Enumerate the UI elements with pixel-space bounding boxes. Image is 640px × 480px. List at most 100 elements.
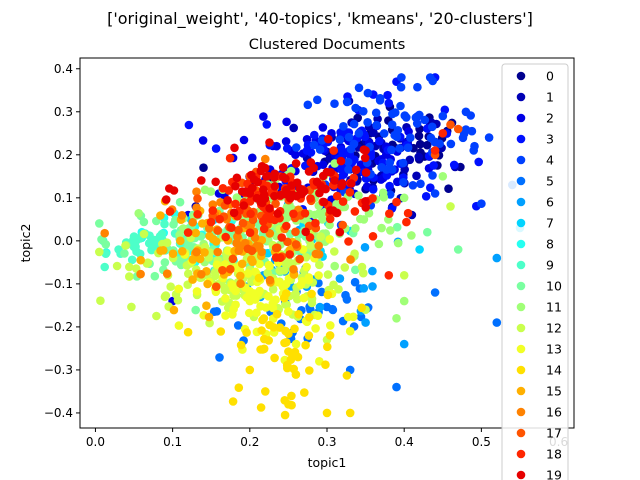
- data-point: [160, 292, 170, 302]
- data-point: [127, 255, 137, 265]
- legend-marker: [516, 260, 526, 270]
- data-point: [307, 289, 316, 299]
- data-point: [220, 283, 229, 293]
- data-point: [236, 279, 245, 289]
- data-point: [428, 171, 437, 180]
- data-point: [349, 119, 359, 129]
- data-point: [223, 196, 232, 205]
- series-4: [292, 73, 494, 230]
- data-point: [403, 208, 413, 218]
- data-point: [239, 135, 249, 145]
- data-point: [165, 207, 175, 216]
- data-point: [336, 145, 346, 154]
- data-point: [335, 274, 345, 283]
- data-point: [281, 258, 290, 268]
- data-point: [351, 165, 361, 175]
- data-point: [407, 231, 416, 240]
- data-point: [134, 209, 143, 218]
- data-point: [342, 97, 352, 107]
- data-point: [125, 272, 134, 281]
- data-point: [438, 129, 448, 138]
- data-point: [303, 100, 313, 110]
- data-point: [280, 410, 290, 420]
- series-19: [161, 134, 371, 237]
- data-point: [285, 194, 295, 203]
- legend-marker: [516, 239, 526, 249]
- data-point: [131, 242, 140, 251]
- data-point: [247, 170, 256, 180]
- data-point: [353, 113, 363, 123]
- data-point: [406, 133, 415, 142]
- data-point: [275, 278, 284, 287]
- data-point: [492, 253, 502, 263]
- data-point: [245, 197, 255, 206]
- data-point: [231, 300, 240, 310]
- y-tick-label: 0.2: [54, 148, 73, 162]
- data-point: [302, 262, 311, 272]
- data-point: [272, 243, 282, 252]
- data-point: [206, 217, 216, 227]
- data-point: [129, 232, 139, 241]
- data-point: [372, 120, 381, 130]
- data-point: [469, 146, 479, 155]
- data-point: [252, 308, 261, 318]
- legend-label: 6: [546, 195, 554, 210]
- data-point: [420, 115, 430, 125]
- data-point: [337, 181, 346, 190]
- data-point: [281, 174, 290, 183]
- data-point: [430, 288, 440, 297]
- data-point: [259, 314, 269, 323]
- data-point: [325, 331, 335, 340]
- data-point: [304, 331, 314, 340]
- data-point: [446, 202, 455, 211]
- data-point: [282, 144, 292, 153]
- data-point: [224, 186, 234, 195]
- data-point: [215, 353, 224, 362]
- data-point: [197, 270, 206, 279]
- data-point: [311, 218, 320, 228]
- data-point: [296, 280, 306, 290]
- data-point: [427, 122, 437, 132]
- data-point: [238, 218, 248, 228]
- data-point: [385, 209, 394, 218]
- data-point: [174, 284, 183, 294]
- data-point: [361, 197, 370, 206]
- data-point: [304, 167, 314, 176]
- data-point: [160, 219, 169, 229]
- data-point: [284, 400, 293, 409]
- data-point: [361, 146, 370, 155]
- data-point: [379, 129, 389, 138]
- data-point: [264, 292, 273, 301]
- data-point: [293, 352, 303, 362]
- data-points: [95, 73, 525, 420]
- data-point: [162, 238, 172, 247]
- data-point: [344, 165, 353, 174]
- data-point: [169, 305, 179, 315]
- data-point: [174, 321, 184, 330]
- data-point: [306, 194, 315, 203]
- data-point: [399, 296, 409, 306]
- data-point: [166, 282, 175, 292]
- data-point: [398, 158, 408, 168]
- data-point: [168, 249, 178, 258]
- data-point: [136, 269, 145, 279]
- data-point: [299, 293, 309, 303]
- data-point: [399, 178, 408, 187]
- data-point: [438, 172, 448, 181]
- data-point: [125, 262, 134, 272]
- data-point: [178, 247, 187, 256]
- data-point: [183, 228, 193, 237]
- y-tick-label: 0.4: [54, 62, 73, 76]
- data-point: [453, 124, 463, 134]
- data-point: [285, 250, 295, 259]
- data-point: [323, 342, 332, 352]
- data-point: [279, 293, 289, 303]
- data-point: [233, 321, 243, 330]
- data-point: [400, 111, 410, 120]
- data-point: [399, 339, 409, 349]
- data-point: [261, 154, 270, 164]
- data-point: [192, 287, 202, 296]
- data-point: [360, 153, 370, 163]
- data-point: [289, 209, 298, 219]
- data-point: [261, 387, 270, 396]
